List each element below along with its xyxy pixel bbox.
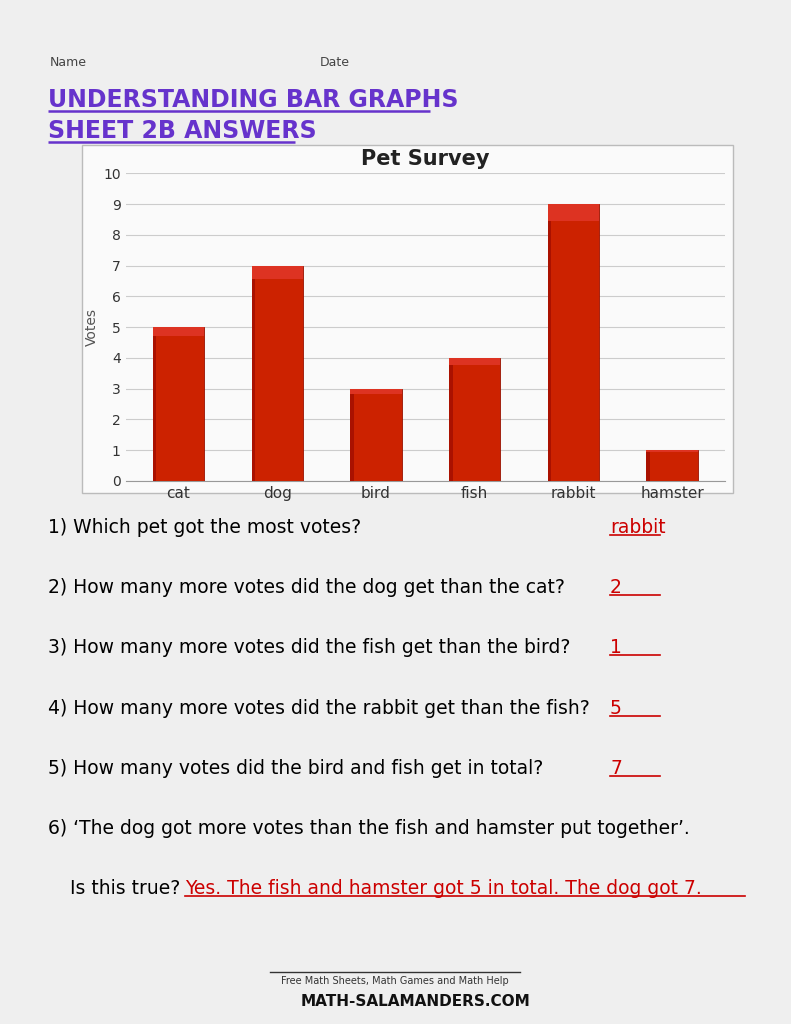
Bar xyxy=(153,327,157,481)
Text: SHEET 2B ANSWERS: SHEET 2B ANSWERS xyxy=(48,119,316,142)
Bar xyxy=(350,389,402,481)
Text: Date: Date xyxy=(320,55,350,69)
Text: Is this true?: Is this true? xyxy=(70,879,186,898)
Text: 2: 2 xyxy=(610,579,622,597)
Y-axis label: Votes: Votes xyxy=(85,308,99,346)
Bar xyxy=(350,389,402,394)
Bar xyxy=(547,204,599,221)
Text: UNDERSTANDING BAR GRAPHS: UNDERSTANDING BAR GRAPHS xyxy=(48,88,459,112)
Bar xyxy=(646,451,698,452)
Bar xyxy=(449,358,452,481)
Text: 3) How many more votes did the fish get than the bird?: 3) How many more votes did the fish get … xyxy=(48,638,577,657)
Text: 5: 5 xyxy=(610,698,622,718)
Bar xyxy=(153,327,204,336)
Text: 1) Which pet got the most votes?: 1) Which pet got the most votes? xyxy=(48,518,367,538)
Bar xyxy=(547,204,551,481)
Text: 5) How many votes did the bird and fish get in total?: 5) How many votes did the bird and fish … xyxy=(48,759,549,777)
Bar xyxy=(252,265,303,279)
Bar xyxy=(153,327,204,481)
Text: 6) ‘The dog got more votes than the fish and hamster put together’.: 6) ‘The dog got more votes than the fish… xyxy=(48,819,690,838)
Bar xyxy=(646,451,698,481)
Text: MATH-SALAMANDERS.COM: MATH-SALAMANDERS.COM xyxy=(300,994,530,1009)
Bar xyxy=(82,144,733,494)
Bar xyxy=(646,451,650,481)
Text: 7: 7 xyxy=(610,759,622,777)
Text: 2) How many more votes did the dog get than the cat?: 2) How many more votes did the dog get t… xyxy=(48,579,571,597)
Bar xyxy=(252,265,255,481)
Text: 4) How many more votes did the rabbit get than the fish?: 4) How many more votes did the rabbit ge… xyxy=(48,698,596,718)
Bar xyxy=(350,389,354,481)
Text: Yes. The fish and hamster got 5 in total. The dog got 7.: Yes. The fish and hamster got 5 in total… xyxy=(185,879,702,898)
Text: rabbit: rabbit xyxy=(610,518,665,538)
Bar xyxy=(547,204,599,481)
Bar xyxy=(449,358,501,481)
Bar xyxy=(449,358,501,366)
Bar xyxy=(252,265,303,481)
Text: Free Math Sheets, Math Games and Math Help: Free Math Sheets, Math Games and Math He… xyxy=(281,976,509,986)
Text: 1: 1 xyxy=(610,638,622,657)
Text: Name: Name xyxy=(50,55,87,69)
Title: Pet Survey: Pet Survey xyxy=(361,150,490,169)
